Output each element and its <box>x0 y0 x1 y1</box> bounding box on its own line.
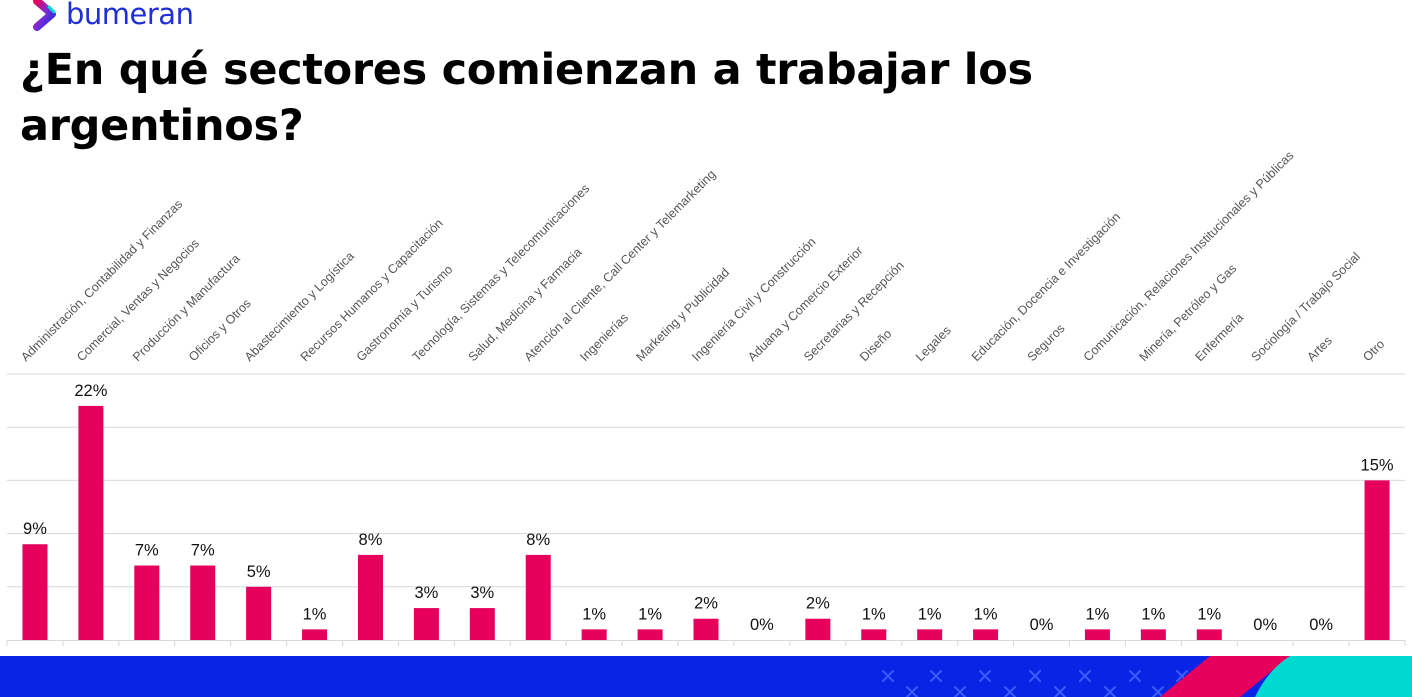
data-label: 1% <box>862 605 886 623</box>
data-label: 0% <box>1030 616 1054 634</box>
bar <box>469 608 495 640</box>
category-label: Seguros <box>1025 321 1068 364</box>
data-label: 1% <box>918 605 942 623</box>
footer-pink-stripe <box>1160 656 1290 697</box>
category-label: Legales <box>913 323 954 364</box>
cross-icon <box>906 686 918 697</box>
category-label: Abastecimiento y Logística <box>242 249 357 364</box>
bar <box>134 565 160 640</box>
footer-teal-stripe <box>1255 656 1412 697</box>
bar <box>357 554 383 640</box>
category-label: Marketing y Publicidad <box>633 265 732 364</box>
cross-icon <box>1104 686 1116 697</box>
bar <box>22 544 48 640</box>
category-label: Sociología / Trabajo Social <box>1248 250 1363 365</box>
bar <box>78 405 104 640</box>
category-label: Otro <box>1360 337 1387 364</box>
data-label: 0% <box>750 616 774 634</box>
cross-icon <box>930 670 942 682</box>
data-label: 7% <box>135 542 159 560</box>
category-label: Salud, Medicina y Farmacia <box>466 245 585 364</box>
data-label: 1% <box>638 605 662 623</box>
chevron-right-icon <box>33 0 56 31</box>
category-label: Producción y Manufactura <box>130 252 243 365</box>
bumeran-logo: bumeran <box>32 0 194 34</box>
bar <box>1196 629 1222 640</box>
category-label: Artes <box>1304 334 1335 365</box>
bar <box>1364 480 1390 640</box>
bar <box>525 554 551 640</box>
bar <box>302 629 328 640</box>
data-label: 8% <box>526 531 550 549</box>
category-label: Minería, Petróleo y Gas <box>1137 261 1240 364</box>
data-label: 1% <box>1197 605 1221 623</box>
category-label: Aduana y Comercio Exterior <box>745 244 865 364</box>
footer-banner <box>0 656 1412 697</box>
category-label: Enfermería <box>1193 310 1247 364</box>
category-label: Gastronomía y Turismo <box>354 262 456 364</box>
data-label: 15% <box>1361 456 1394 474</box>
data-label: 1% <box>1141 605 1165 623</box>
data-label: 0% <box>1309 616 1333 634</box>
bar <box>190 565 216 640</box>
bar <box>1084 629 1110 640</box>
cross-icon <box>979 670 991 682</box>
cross-icon <box>1029 670 1041 682</box>
cross-pattern-icon <box>882 656 1412 697</box>
bar <box>413 608 439 640</box>
data-label: 9% <box>23 520 47 538</box>
cross-icon <box>1054 686 1066 697</box>
data-label: 8% <box>359 531 383 549</box>
cross-icon <box>954 686 966 697</box>
bar <box>917 629 943 640</box>
bar-chart: 9%Administración, Contabilidad y Finanza… <box>6 148 1406 646</box>
cross-icon <box>1129 670 1141 682</box>
data-label: 3% <box>414 584 438 602</box>
category-label: Ingenierías <box>577 310 631 364</box>
cross-icon <box>882 670 894 682</box>
bar <box>1140 629 1166 640</box>
cross-icon <box>1079 670 1091 682</box>
bar <box>693 618 719 640</box>
bar <box>637 629 663 640</box>
data-label: 22% <box>74 382 107 400</box>
data-label: 0% <box>1253 616 1277 634</box>
category-label: Comunicación, Relaciones Institucionales… <box>1081 148 1297 364</box>
category-label: Diseño <box>857 327 894 364</box>
data-label: 1% <box>1086 605 1110 623</box>
data-label: 3% <box>470 584 494 602</box>
category-label: Secretarias y Recepción <box>801 258 907 364</box>
data-label: 1% <box>582 605 606 623</box>
bar <box>246 586 272 640</box>
data-label: 1% <box>303 605 327 623</box>
brand-name: bumeran <box>66 0 194 31</box>
data-label: 5% <box>247 563 271 581</box>
data-label: 2% <box>806 595 830 613</box>
data-label: 1% <box>974 605 998 623</box>
bar <box>805 618 831 640</box>
bar <box>581 629 607 640</box>
data-label: 2% <box>694 595 718 613</box>
data-label: 7% <box>191 542 215 560</box>
category-label: Atención al Cliente, Call Center y Telem… <box>521 167 718 364</box>
bar <box>861 629 887 640</box>
cross-icon <box>1004 686 1016 697</box>
bar <box>973 629 999 640</box>
page-title: ¿En qué sectores comienzan a trabajar lo… <box>20 45 1033 151</box>
cross-icon <box>1152 686 1164 697</box>
